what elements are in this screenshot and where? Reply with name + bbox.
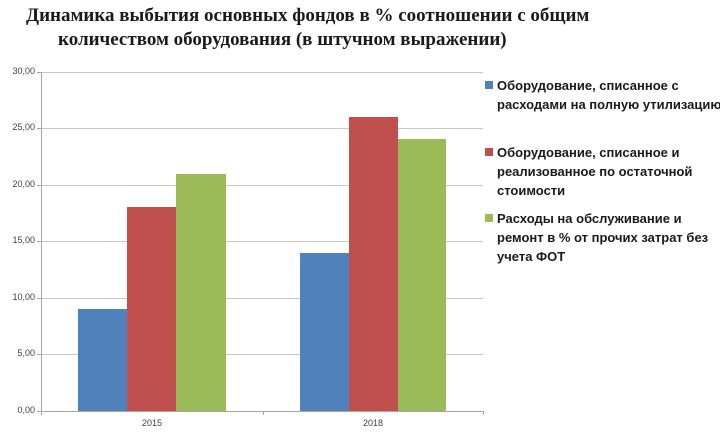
bar-2018-series3 (398, 139, 446, 411)
chart-title-line1: Динамика выбытия основных фондов в % соо… (26, 5, 590, 26)
x-tick-mark (41, 411, 42, 415)
y-tick-label: 5,00 (17, 348, 35, 358)
y-tick-label: 0,00 (17, 405, 35, 415)
gridline (41, 128, 483, 129)
chart-title-line2: количеством оборудования (в штучном выра… (58, 29, 507, 50)
y-tick-mark (37, 354, 41, 355)
y-tick-mark (37, 72, 41, 73)
y-tick-label: 15,00 (12, 235, 35, 245)
bar-2015-series2 (127, 207, 176, 411)
x-tick-label: 2015 (141, 418, 163, 428)
bar-2015-series1 (78, 309, 127, 411)
bar-2018-series1 (300, 253, 349, 411)
y-tick-mark (37, 241, 41, 242)
legend-label: Оборудование, списанное и реализованное … (497, 145, 693, 198)
bar-2015-series3 (176, 174, 226, 411)
y-tick-mark (37, 411, 41, 412)
gridline (41, 241, 483, 242)
gridline (41, 298, 483, 299)
legend-swatch-blue-icon (485, 81, 493, 89)
x-axis (41, 411, 483, 412)
legend-swatch-red-icon (485, 148, 493, 156)
y-tick-label: 20,00 (12, 179, 35, 189)
x-tick-mark (483, 411, 484, 415)
gridline (41, 72, 483, 73)
y-tick-label: 25,00 (12, 122, 35, 132)
legend-swatch-green-icon (485, 214, 493, 222)
x-tick-mark (263, 411, 264, 415)
gridline (41, 354, 483, 355)
y-tick-label: 10,00 (12, 292, 35, 302)
y-axis (41, 72, 42, 412)
legend-label: Расходы на обслуживание и ремонт в % от … (497, 211, 709, 264)
x-tick-label: 2018 (362, 418, 384, 428)
y-tick-mark (37, 128, 41, 129)
gridline (41, 185, 483, 186)
y-tick-mark (37, 185, 41, 186)
y-tick-mark (37, 298, 41, 299)
y-tick-label: 30,00 (12, 66, 35, 76)
legend-label: Оборудование, списанное с расходами на п… (497, 78, 720, 112)
bar-2018-series2 (349, 117, 398, 411)
